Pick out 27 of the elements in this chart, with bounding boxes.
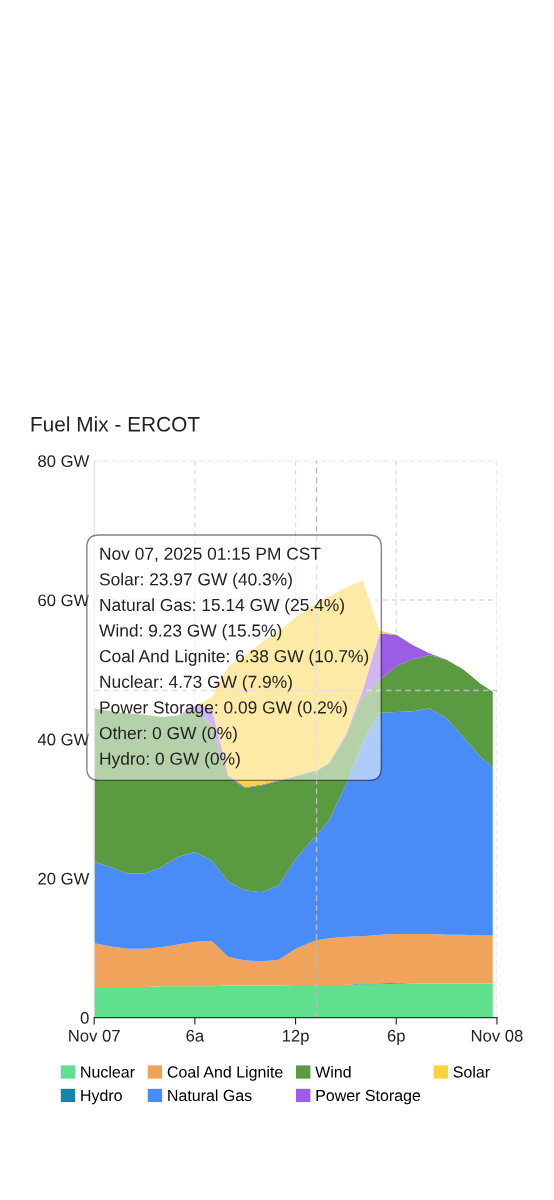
legend-label: Wind — [315, 1065, 351, 1078]
legend-label: Power Storage — [316, 1089, 421, 1105]
x-tick-label: 6p — [387, 1029, 405, 1045]
x-tick-label: Nov 08 — [471, 1029, 523, 1042]
annotation: Nuclear: 4.73 GW (7.9%) — [100, 675, 292, 692]
annotation: Natural Gas: 15.14 GW (25.4%) — [100, 598, 344, 615]
annotation: Other: 0 GW (0%) — [99, 726, 237, 743]
chart-title: Fuel Mix - ERCOT — [31, 416, 200, 432]
y-tick-label: 40 GW — [37, 733, 90, 746]
legend-label: Hydro — [81, 1089, 122, 1105]
annotation: Power Storage: 0.09 GW (0.2%) — [100, 700, 347, 718]
y-tick-label: 60 GW — [38, 594, 90, 607]
x-tick-label: Nov 07 — [69, 1029, 120, 1042]
legend-label: Coal And Lignite — [167, 1065, 283, 1081]
x-tick-label: 6a — [186, 1029, 205, 1042]
annotation: Solar: 23.97 GW (40.3%) — [99, 572, 292, 589]
y-tick-label: 0 — [80, 1012, 89, 1024]
y-tick-label: 80 GW — [38, 455, 90, 467]
legend-label: Solar — [453, 1065, 490, 1078]
annotation: Wind: 9.23 GW (15.5%) — [99, 623, 282, 641]
legend-label: Nuclear — [81, 1065, 135, 1078]
legend-label: Natural Gas — [168, 1089, 252, 1102]
annotation: Nov 07, 2025 01:15 PM CST — [100, 547, 321, 562]
annotation: Coal And Lignite: 6.38 GW (10.7%) — [99, 649, 369, 666]
x-tick-label: 12p — [282, 1029, 309, 1045]
y-tick-label: 20 GW — [38, 872, 90, 885]
annotation: Hydro: 0 GW (0%) — [100, 752, 240, 769]
